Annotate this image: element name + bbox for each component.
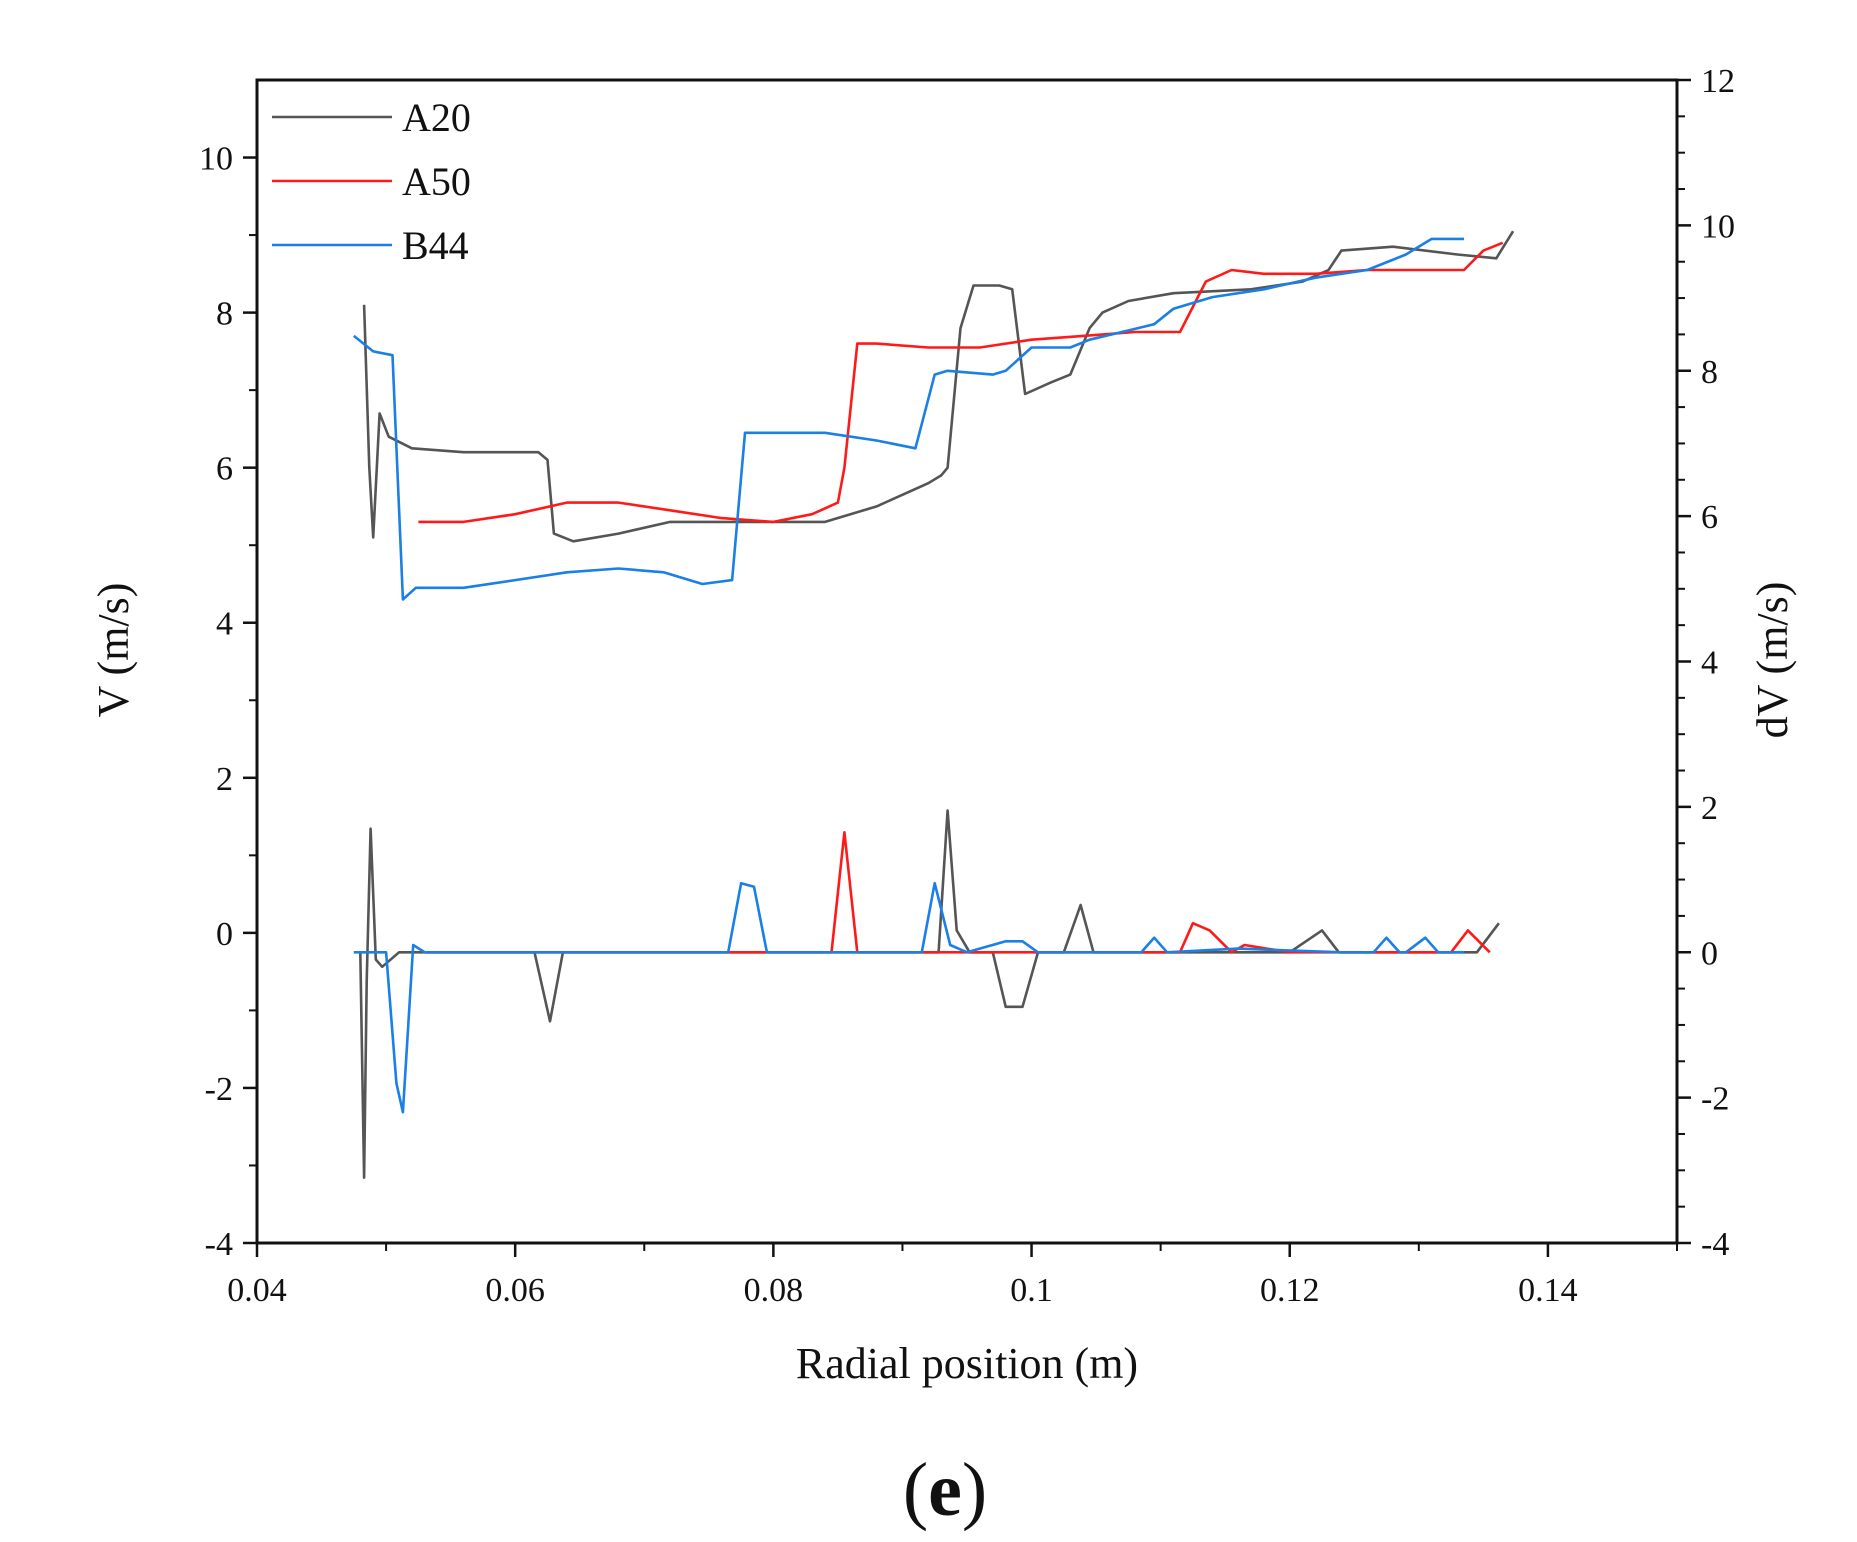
y2-tick-label: -4 bbox=[1701, 1226, 1729, 1263]
series-line-b44 bbox=[352, 237, 1464, 601]
x-tick-label: 0.14 bbox=[1518, 1272, 1578, 1309]
legend-label-a20: A20 bbox=[402, 95, 471, 140]
legend-label-b44: B44 bbox=[402, 223, 469, 268]
y2-tick-label: 10 bbox=[1701, 208, 1735, 245]
series-line-a20 bbox=[362, 230, 1515, 543]
y2-tick-label: 8 bbox=[1701, 354, 1718, 391]
x-tick-label: 0.08 bbox=[744, 1272, 804, 1309]
series-line-a50 bbox=[418, 241, 1504, 524]
y2-tick-label: 12 bbox=[1701, 63, 1735, 100]
y2-tick-label: 2 bbox=[1701, 790, 1718, 827]
axes-layer: 0.04 0.06 0.08 0.1 0.12 0.14 -4 -2 0 2 4 6 8 10 -4 -2 0 2… bbox=[199, 63, 1735, 1309]
y-tick-label: 8 bbox=[216, 296, 233, 333]
y-tick-label: 2 bbox=[216, 761, 233, 798]
x-tick-label: 0.12 bbox=[1260, 1272, 1320, 1309]
y-axis-title: V (m/s) bbox=[89, 583, 138, 718]
y-tick-label: 0 bbox=[216, 916, 233, 953]
x-tick-label: 0.06 bbox=[485, 1272, 545, 1309]
series-layer bbox=[352, 230, 1515, 1179]
x-axis-title: Radial position (m) bbox=[796, 1339, 1138, 1388]
panel-label-letter: e bbox=[928, 1448, 962, 1532]
panel-label-open: ( bbox=[903, 1448, 928, 1532]
y2-axis-title: dV (m/s) bbox=[1748, 582, 1797, 739]
series-line-b44-dv bbox=[353, 881, 1464, 1114]
series-line-a20-dv bbox=[359, 809, 1500, 1179]
y-tick-label: 10 bbox=[199, 141, 233, 178]
y2-tick-label: -2 bbox=[1701, 1081, 1729, 1118]
x-tick-label: 0.1 bbox=[1010, 1272, 1053, 1309]
panel-label: (e) bbox=[903, 1448, 987, 1532]
y-tick-label: 4 bbox=[216, 606, 233, 643]
y2-tick-label: 0 bbox=[1701, 935, 1718, 972]
legend: A20 A50 B44 bbox=[272, 95, 471, 268]
y-tick-label: 6 bbox=[216, 451, 233, 488]
panel-label-close: ) bbox=[962, 1448, 987, 1532]
legend-label-a50: A50 bbox=[402, 159, 471, 204]
y-tick-label: -2 bbox=[205, 1071, 233, 1108]
y2-tick-label: 6 bbox=[1701, 499, 1718, 536]
y2-tick-label: 4 bbox=[1701, 645, 1718, 682]
x-tick-label: 0.04 bbox=[227, 1272, 287, 1309]
y-tick-label: -4 bbox=[205, 1226, 233, 1263]
series-line-a50-dv bbox=[424, 830, 1491, 954]
